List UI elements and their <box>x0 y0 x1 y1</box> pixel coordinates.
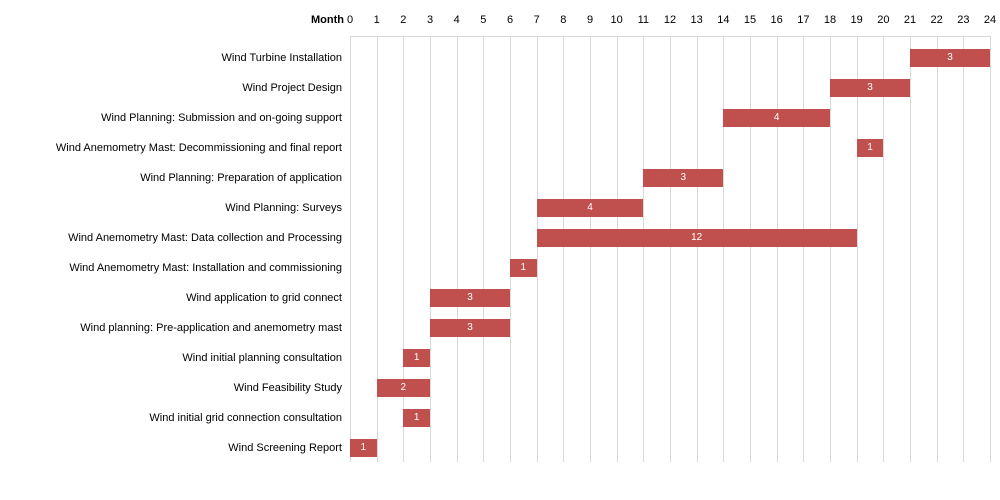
x-tick-label: 5 <box>480 14 486 26</box>
gridline <box>990 36 991 462</box>
gantt-bar: 3 <box>430 289 510 307</box>
gantt-bar-value: 3 <box>867 83 873 93</box>
task-label: Wind initial planning consultation <box>182 352 342 364</box>
task-label: Wind Planning: Submission and on-going s… <box>101 112 342 124</box>
gridline <box>457 36 458 462</box>
gridline <box>883 36 884 462</box>
task-label: Wind Screening Report <box>228 442 342 454</box>
x-tick-label: 20 <box>877 14 889 26</box>
gridline <box>963 36 964 462</box>
gantt-bar: 4 <box>537 199 644 217</box>
gantt-bar: 3 <box>643 169 723 187</box>
task-label: Wind Anemometry Mast: Decommissioning an… <box>56 142 342 154</box>
x-tick-label: 24 <box>984 14 996 26</box>
gridline <box>723 36 724 462</box>
x-tick-label: 4 <box>454 14 460 26</box>
gantt-bar: 1 <box>857 139 884 157</box>
gridline <box>483 36 484 462</box>
x-tick-label: 16 <box>771 14 783 26</box>
x-tick-label: 17 <box>797 14 809 26</box>
gantt-bar-value: 12 <box>691 233 702 243</box>
gantt-bar: 3 <box>910 49 990 67</box>
gantt-bar-value: 1 <box>414 353 420 363</box>
x-tick-label: 3 <box>427 14 433 26</box>
x-tick-label: 2 <box>400 14 406 26</box>
gridline <box>697 36 698 462</box>
x-tick-label: 12 <box>664 14 676 26</box>
gantt-bar: 3 <box>830 79 910 97</box>
task-label: Wind planning: Pre-application and anemo… <box>80 322 342 334</box>
gantt-bar-value: 4 <box>774 113 780 123</box>
task-label: Wind application to grid connect <box>186 292 342 304</box>
gantt-bar-value: 3 <box>681 173 687 183</box>
task-label: Wind Feasibility Study <box>234 382 342 394</box>
gantt-bar-value: 2 <box>401 383 407 393</box>
task-label: Wind initial grid connection consultatio… <box>149 412 342 424</box>
gantt-bar: 1 <box>403 349 430 367</box>
x-tick-label: 22 <box>931 14 943 26</box>
axis-baseline <box>350 36 990 37</box>
task-label: Wind Anemometry Mast: Installation and c… <box>69 262 342 274</box>
x-tick-label: 0 <box>347 14 353 26</box>
x-tick-label: 14 <box>717 14 729 26</box>
gridline <box>937 36 938 462</box>
x-tick-label: 7 <box>534 14 540 26</box>
gantt-bar: 1 <box>350 439 377 457</box>
gantt-bar-value: 1 <box>414 413 420 423</box>
gridline <box>643 36 644 462</box>
task-label: Wind Turbine Installation <box>222 52 342 64</box>
gantt-bar-value: 1 <box>867 143 873 153</box>
x-tick-label: 21 <box>904 14 916 26</box>
gantt-bar: 12 <box>537 229 857 247</box>
task-label: Wind Anemometry Mast: Data collection an… <box>68 232 342 244</box>
gridline <box>510 36 511 462</box>
x-tick-label: 11 <box>638 14 649 26</box>
gantt-bar-value: 1 <box>361 443 367 453</box>
gridline <box>617 36 618 462</box>
x-tick-label: 15 <box>744 14 756 26</box>
gridline <box>750 36 751 462</box>
gridline <box>537 36 538 462</box>
gantt-bar-value: 3 <box>467 323 473 333</box>
gridline <box>563 36 564 462</box>
gantt-bar: 4 <box>723 109 830 127</box>
x-tick-label: 23 <box>957 14 969 26</box>
x-tick-label: 19 <box>851 14 863 26</box>
x-tick-label: 1 <box>374 14 380 26</box>
x-tick-label: 8 <box>560 14 566 26</box>
gridline <box>590 36 591 462</box>
axis-title: Month <box>311 14 344 26</box>
task-label: Wind Planning: Preparation of applicatio… <box>140 172 342 184</box>
gantt-bar-value: 3 <box>467 293 473 303</box>
task-label: Wind Project Design <box>242 82 342 94</box>
gridline <box>777 36 778 462</box>
gridline <box>910 36 911 462</box>
gantt-bar: 1 <box>510 259 537 277</box>
x-tick-label: 6 <box>507 14 513 26</box>
gantt-bar: 3 <box>430 319 510 337</box>
x-tick-label: 10 <box>611 14 623 26</box>
gantt-bar: 2 <box>377 379 430 397</box>
gantt-chart: Month01234567891011121314151617181920212… <box>0 0 1000 500</box>
gantt-bar-value: 3 <box>947 53 953 63</box>
gantt-bar: 1 <box>403 409 430 427</box>
gridline <box>403 36 404 462</box>
gridline <box>350 36 351 462</box>
gridline <box>430 36 431 462</box>
gantt-bar-value: 4 <box>587 203 593 213</box>
task-label: Wind Planning: Surveys <box>225 202 342 214</box>
gantt-bar-value: 1 <box>521 263 527 273</box>
gridline <box>830 36 831 462</box>
x-tick-label: 13 <box>691 14 703 26</box>
x-tick-label: 18 <box>824 14 836 26</box>
gridline <box>857 36 858 462</box>
x-tick-label: 9 <box>587 14 593 26</box>
gridline <box>377 36 378 462</box>
gridline <box>670 36 671 462</box>
gridline <box>803 36 804 462</box>
